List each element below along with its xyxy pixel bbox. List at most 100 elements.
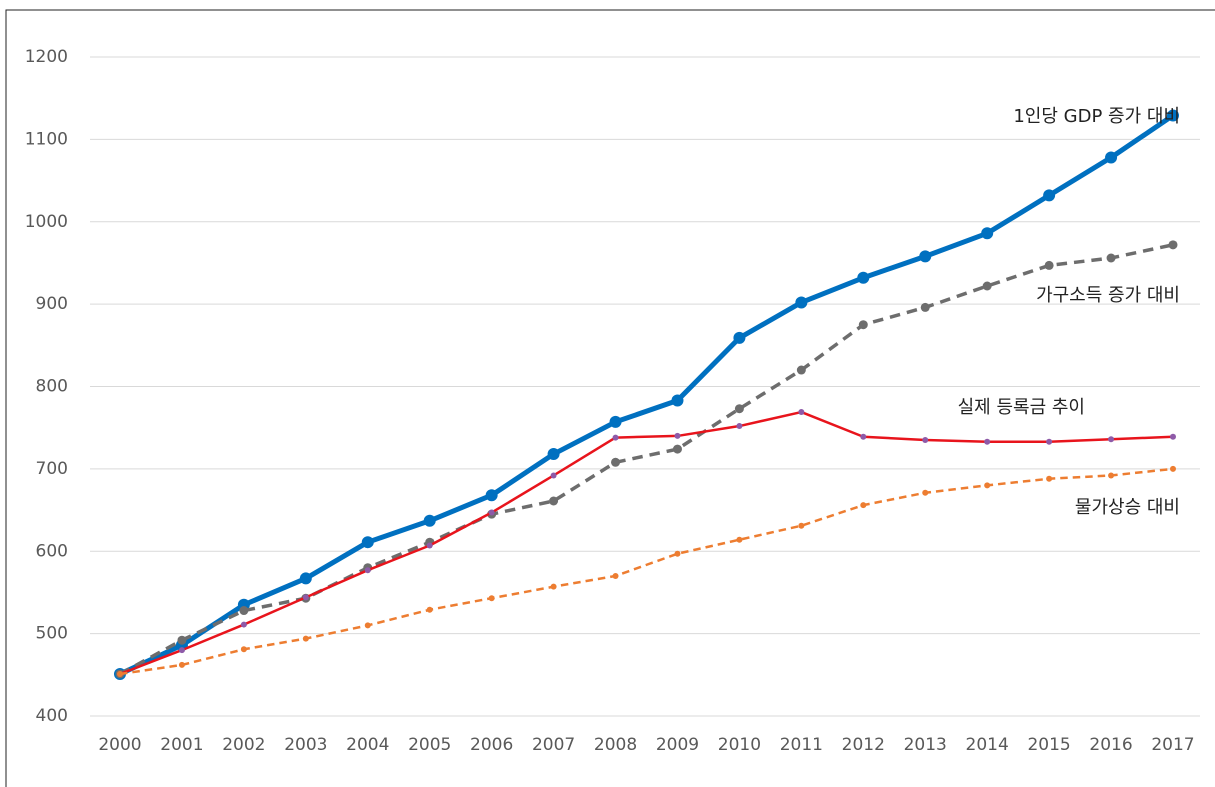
y-tick-label: 1100 — [25, 129, 68, 149]
data-point — [981, 227, 994, 240]
data-point — [302, 594, 309, 601]
data-point — [612, 572, 619, 579]
series-label: 1인당 GDP 증가 대비 — [1013, 106, 1180, 127]
data-point — [302, 635, 309, 642]
x-tick-label: 2003 — [284, 735, 327, 755]
data-point — [860, 502, 867, 509]
y-tick-label: 1200 — [25, 47, 68, 67]
series-line — [119, 467, 1174, 676]
series-line — [119, 243, 1174, 676]
y-tick-label: 500 — [36, 624, 68, 644]
y-tick-label: 900 — [36, 294, 68, 314]
data-point — [364, 622, 371, 629]
data-point — [1170, 433, 1176, 440]
series-label: 가구소득 증가 대비 — [1036, 285, 1180, 306]
data-point — [984, 482, 991, 489]
x-tick-label: 2004 — [346, 735, 389, 755]
frame — [5, 9, 1215, 787]
data-point — [550, 472, 557, 479]
x-tick-label: 2011 — [780, 735, 823, 755]
x-tick-label: 2012 — [842, 735, 885, 755]
data-point — [798, 409, 805, 416]
y-tick-label: 400 — [36, 706, 68, 726]
data-point — [547, 448, 560, 461]
data-point — [426, 606, 433, 613]
data-point — [239, 606, 249, 616]
series-label: 실제 등록금 추이 — [958, 397, 1085, 418]
data-point — [672, 444, 682, 454]
y-tick-label: 800 — [36, 377, 68, 397]
y-tick-label: 700 — [36, 459, 68, 479]
data-point — [922, 437, 929, 444]
x-tick-label: 2007 — [532, 735, 575, 755]
data-point — [364, 567, 371, 574]
data-point — [982, 281, 992, 291]
data-point — [922, 489, 929, 496]
data-point — [240, 621, 247, 628]
data-point — [550, 583, 557, 590]
data-point — [857, 271, 870, 284]
y-tick-label: 1000 — [25, 212, 68, 232]
x-tick-label: 2013 — [904, 735, 947, 755]
data-point — [361, 536, 374, 549]
data-point — [858, 320, 868, 330]
data-point — [919, 250, 932, 263]
data-point — [1106, 253, 1116, 263]
x-tick-label: 2009 — [656, 735, 699, 755]
data-point — [609, 415, 622, 428]
data-point — [1105, 151, 1118, 164]
data-point — [736, 423, 743, 430]
data-point — [1043, 189, 1056, 202]
data-point — [612, 434, 619, 441]
series-line — [119, 410, 1174, 676]
data-point — [178, 661, 185, 668]
data-point — [488, 509, 495, 516]
x-tick-label: 2001 — [160, 735, 203, 755]
data-point — [611, 457, 621, 467]
x-tick-label: 2002 — [222, 735, 265, 755]
x-tick-label: 2005 — [408, 735, 451, 755]
series-label: 물가상승 대비 — [1075, 497, 1180, 518]
data-point — [177, 635, 187, 645]
x-tick-label: 2010 — [718, 735, 761, 755]
data-point — [178, 647, 185, 654]
x-tick-label: 2008 — [594, 735, 637, 755]
data-point — [423, 514, 436, 527]
data-point — [671, 394, 684, 407]
data-point — [920, 302, 930, 312]
data-point — [860, 433, 867, 440]
data-point — [240, 646, 247, 653]
data-point — [117, 670, 123, 677]
data-point — [984, 438, 991, 445]
data-point — [736, 536, 743, 543]
data-point — [1046, 475, 1053, 482]
data-point — [1046, 438, 1053, 445]
x-tick-label: 2015 — [1027, 735, 1070, 755]
x-tick-label: 2000 — [98, 735, 141, 755]
x-tick-label: 2016 — [1089, 735, 1132, 755]
data-point — [734, 404, 744, 414]
x-tick-label: 2014 — [966, 735, 1009, 755]
data-point — [488, 595, 495, 602]
data-point — [485, 489, 498, 502]
data-point — [1167, 109, 1179, 122]
data-point — [798, 522, 805, 529]
data-point — [733, 331, 746, 344]
y-tick-label: 600 — [36, 541, 68, 561]
data-point — [674, 550, 681, 557]
x-tick-label: 2017 — [1151, 735, 1194, 755]
x-tick-label: 2006 — [470, 735, 513, 755]
data-point — [1044, 260, 1054, 270]
data-point — [1170, 465, 1176, 472]
data-point — [795, 296, 808, 309]
data-point — [549, 496, 559, 506]
data-point — [426, 542, 433, 549]
series-line — [118, 113, 1175, 677]
data-point — [796, 365, 806, 375]
data-point — [299, 572, 312, 585]
data-point — [1108, 436, 1115, 443]
data-point — [1108, 472, 1115, 479]
data-point — [1168, 240, 1178, 250]
data-point — [674, 432, 681, 439]
